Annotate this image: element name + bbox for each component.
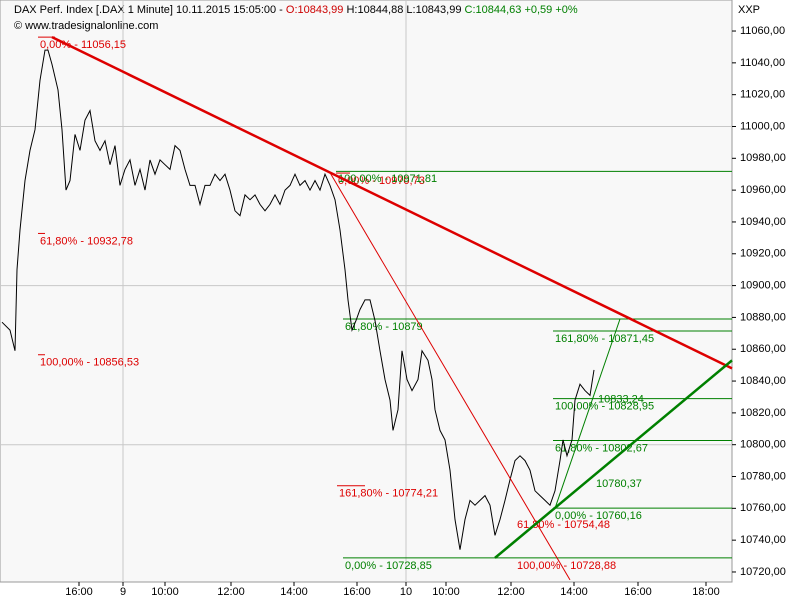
y-tick-label: 10960,00 bbox=[740, 184, 786, 196]
fib-label: 61,80% - 10879 bbox=[345, 321, 423, 333]
fib-label: 0,00% - 10760,16 bbox=[555, 510, 642, 522]
fib-label: 61,80% - 10754,48 bbox=[517, 519, 610, 531]
y-tick-label: 10720,00 bbox=[740, 566, 786, 578]
fib-label: 100,00% - 10828,95 bbox=[555, 401, 654, 413]
y-tick-label: 11040,00 bbox=[740, 57, 785, 69]
trendline bbox=[51, 36, 733, 370]
x-tick-label: 16:00 bbox=[343, 586, 371, 598]
trendline bbox=[554, 318, 621, 509]
fib-label: 0,00% - 10728,85 bbox=[345, 560, 432, 572]
x-tick-label: 10:00 bbox=[151, 586, 179, 598]
y-tick-label: 11060,00 bbox=[740, 25, 785, 37]
copyright: © www.tradesignalonline.com bbox=[14, 20, 158, 32]
y-tick-label: 10800,00 bbox=[740, 439, 786, 451]
y-tick-label: 11000,00 bbox=[740, 120, 785, 132]
fib-label: 100,00% - 10728,88 bbox=[517, 560, 616, 572]
fib-label: 61,80% - 10932,78 bbox=[40, 235, 133, 247]
fib-label: 0,00% - 10970,73 bbox=[338, 175, 425, 187]
trendline bbox=[329, 172, 571, 581]
y-tick-label: 10820,00 bbox=[740, 407, 786, 419]
x-tick-label: 12:00 bbox=[217, 586, 245, 598]
header-part: DAX Perf. Index [.DAX 1 Minute] 10.11.20… bbox=[14, 4, 286, 16]
y-tick-label: 10880,00 bbox=[740, 311, 786, 323]
header-part: O:10843,99 bbox=[286, 4, 344, 16]
y-tick-label: 10940,00 bbox=[740, 216, 786, 228]
fib-label: 100,00% - 10856,53 bbox=[40, 357, 139, 369]
axis-label: XXP bbox=[738, 4, 760, 16]
chart-header: DAX Perf. Index [.DAX 1 Minute] 10.11.20… bbox=[14, 4, 578, 16]
y-tick-label: 10860,00 bbox=[740, 343, 786, 355]
x-tick-label: 14:00 bbox=[280, 586, 308, 598]
y-tick-label: 10780,00 bbox=[740, 470, 786, 482]
fib-label: 100,00% - 10971,81 bbox=[338, 173, 437, 185]
y-tick-label: 11020,00 bbox=[740, 89, 785, 101]
plot-area bbox=[0, 0, 733, 583]
y-tick-label: 10920,00 bbox=[740, 248, 786, 260]
y-tick-label: 10740,00 bbox=[740, 534, 786, 546]
fib-label: 0,00% - 11056,15 bbox=[40, 39, 126, 51]
y-tick-label: 10760,00 bbox=[740, 502, 786, 514]
fib-label: 10833,24 bbox=[598, 394, 644, 406]
x-tick-label: 14:00 bbox=[560, 586, 588, 598]
y-tick-label: 10840,00 bbox=[740, 375, 786, 387]
x-tick-label: 9 bbox=[120, 586, 126, 598]
x-tick-label: 12:00 bbox=[497, 586, 525, 598]
x-tick-label: 18:00 bbox=[692, 586, 720, 598]
x-tick-label: 16:00 bbox=[65, 586, 93, 598]
price-line bbox=[1, 49, 595, 550]
y-tick-label: 10980,00 bbox=[740, 152, 786, 164]
x-tick-label: 10 bbox=[400, 586, 412, 598]
trendline bbox=[494, 359, 733, 559]
header-part: H:10844,88 L:10843,99 bbox=[343, 4, 464, 16]
header-part: C:10844,63 +0,59 +0% bbox=[465, 4, 578, 16]
x-tick-label: 10:00 bbox=[432, 586, 460, 598]
y-tick-label: 10900,00 bbox=[740, 279, 786, 291]
fib-label: 161,80% - 10871,45 bbox=[555, 333, 654, 345]
x-tick-label: 16:00 bbox=[624, 586, 652, 598]
fib-label: 10780,37 bbox=[596, 478, 642, 490]
fib-label: 161,80% - 10774,21 bbox=[339, 488, 438, 500]
